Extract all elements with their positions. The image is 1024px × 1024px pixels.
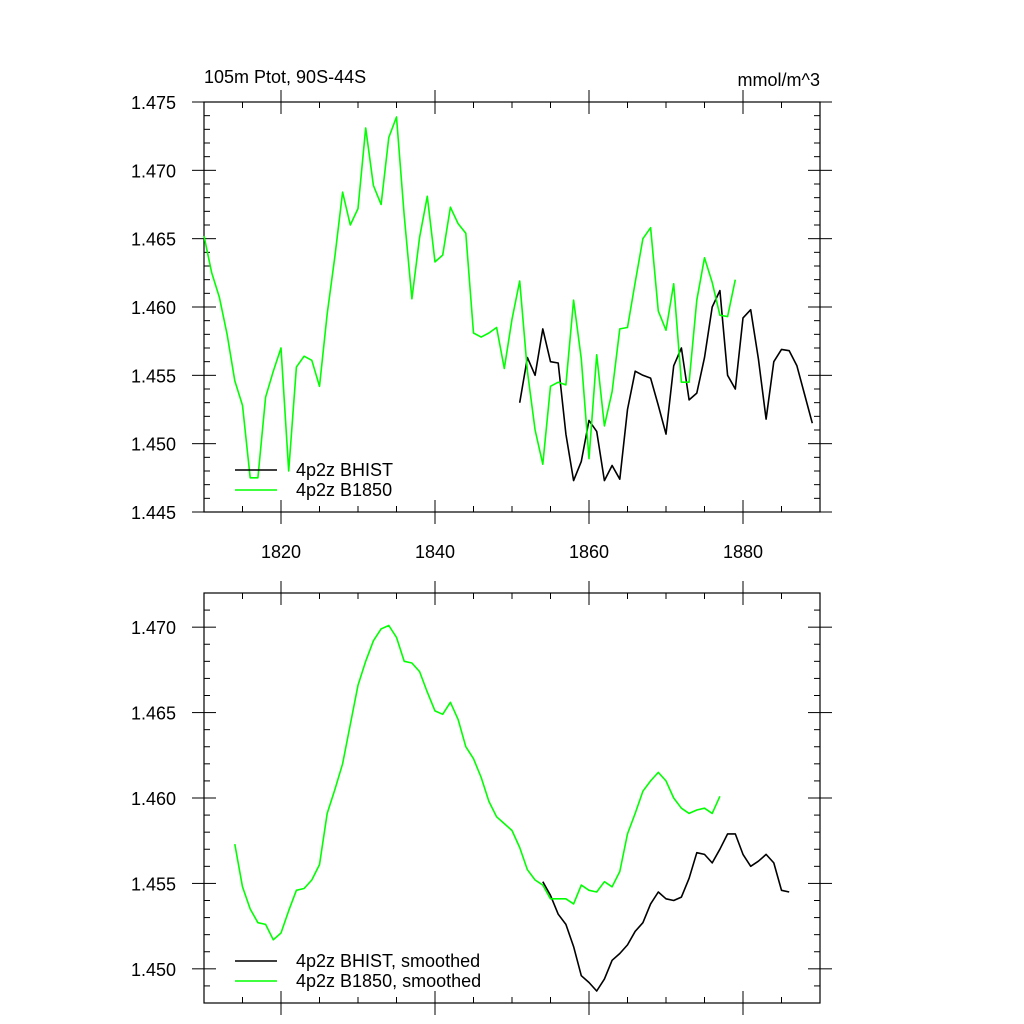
y-tick-label: 1.455 — [131, 874, 176, 894]
y-tick-label: 1.460 — [131, 789, 176, 809]
legend-label: 4p2z BHIST, smoothed — [296, 951, 480, 971]
x-tick-label: 1840 — [415, 542, 455, 562]
y-tick-label: 1.465 — [131, 230, 176, 250]
legend-label: 4p2z B1850, smoothed — [296, 971, 481, 991]
series-line-bhist — [518, 289, 814, 482]
y-tick-label: 1.445 — [131, 503, 176, 523]
plot-frame — [203, 592, 821, 1004]
bottom-panel: 1.450 1.455 1.460 1.465 1.470 4p2z BHIST, smo… — [131, 581, 832, 1015]
top-panel: 1820 1840 1860 1880 1.445 1.450 1.455 1.460 1.46… — [131, 90, 832, 562]
x-tick-label: 1880 — [723, 542, 763, 562]
plot-frame — [203, 101, 821, 513]
y-tick-label: 1.470 — [131, 618, 176, 638]
y-tick-label: 1.450 — [131, 960, 176, 980]
series-line-bhist — [542, 833, 790, 992]
series-line-b1850 — [234, 624, 721, 941]
y-tick-label: 1.470 — [131, 161, 176, 181]
x-tick-label: 1860 — [569, 542, 609, 562]
y-tick-label: 1.450 — [131, 435, 176, 455]
x-tick-label: 1820 — [261, 542, 301, 562]
y-tick-label: 1.465 — [131, 704, 176, 724]
legend-label: 4p2z B1850 — [296, 480, 392, 500]
series-line-b1850 — [203, 116, 737, 479]
y-tick-label: 1.460 — [131, 298, 176, 318]
y-tick-label: 1.455 — [131, 366, 176, 386]
units-label: mmol/m^3 — [738, 70, 820, 90]
legend-label: 4p2z BHIST — [296, 460, 393, 480]
chart-title-left: 105m Ptot, 90S-44S — [204, 67, 366, 87]
y-tick-label: 1.475 — [131, 93, 176, 113]
